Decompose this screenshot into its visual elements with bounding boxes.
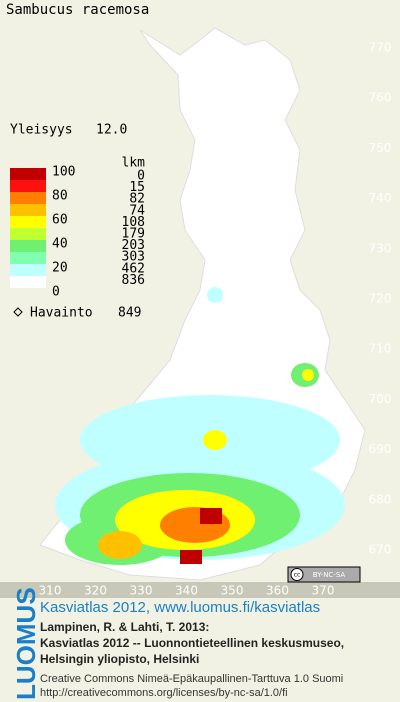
- legend-swatch: [10, 180, 46, 192]
- credits-link[interactable]: Kasviatlas 2012, www.luomus.fi/kasviatla…: [40, 599, 320, 616]
- heat-area: [302, 369, 314, 381]
- scale-label: 80: [52, 189, 68, 204]
- count-label: 203: [122, 238, 145, 253]
- x-axis-label: 340: [175, 584, 198, 598]
- heat-area: [203, 430, 227, 450]
- credits-line: Helsingin yliopisto, Helsinki: [40, 652, 199, 666]
- count-header: lkm: [122, 156, 146, 171]
- y-axis-label: 740: [369, 191, 392, 205]
- legend-swatch: [10, 192, 46, 204]
- credits-line: Kasviatlas 2012 -- Luonnontieteellinen k…: [40, 636, 344, 650]
- x-axis-band: [0, 582, 400, 598]
- axes: 310 320 330 340 350 360 3707707607507407307207…: [0, 41, 400, 598]
- observation-symbol: [13, 307, 23, 317]
- observation-label: Havainto: [30, 306, 93, 321]
- y-axis-label: 670: [369, 543, 392, 557]
- species-title: Sambucus racemosa: [6, 2, 149, 18]
- license-line: Creative Commons Nimeä-Epäkaupallinen-Ta…: [40, 673, 343, 685]
- legend-swatch: [10, 240, 46, 252]
- legend-swatch: [10, 216, 46, 228]
- x-axis-label: 320: [84, 584, 107, 598]
- legend-swatch: [10, 276, 46, 288]
- logo: LUOMUS: [11, 587, 41, 700]
- frequency-value: 12.0: [96, 123, 127, 138]
- x-axis-label: 350: [221, 584, 244, 598]
- scale-label: 20: [52, 261, 68, 276]
- y-axis-label: 730: [369, 241, 392, 255]
- count-label: 836: [122, 273, 145, 288]
- heat-area: [200, 508, 222, 524]
- credits-line: Lampinen, R. & Lahti, T. 2013:: [40, 620, 209, 634]
- x-axis-label: 360: [266, 584, 289, 598]
- y-axis-label: 750: [369, 141, 392, 155]
- scale-label: 100: [52, 165, 75, 180]
- count-label: 74: [129, 203, 145, 218]
- badge-box: [287, 566, 361, 583]
- legend-swatch: [10, 252, 46, 264]
- license-badge: cc BY-NC-SA: [287, 566, 361, 583]
- heat-areas: [55, 287, 345, 565]
- heat-area: [180, 550, 202, 564]
- y-axis-label: 690: [369, 442, 392, 456]
- scale-label: 40: [52, 237, 68, 252]
- x-axis-label: 330: [130, 584, 153, 598]
- count-label: 462: [122, 261, 145, 276]
- count-label: 108: [122, 215, 145, 230]
- y-axis-label: 710: [369, 342, 392, 356]
- count-label: 179: [122, 227, 145, 242]
- x-axis-label: 310: [39, 584, 62, 598]
- badge-cc: cc: [294, 572, 301, 579]
- y-axis-label: 720: [369, 292, 392, 306]
- y-axis-label: 680: [369, 492, 392, 506]
- badge-text: BY-NC-SA: [313, 571, 346, 579]
- badge-circle: [290, 568, 304, 581]
- legend-swatch: [10, 204, 46, 216]
- observation-count: 849: [118, 306, 141, 321]
- y-axis-label: 770: [369, 41, 392, 55]
- legend-swatch: [10, 264, 46, 276]
- legend-swatch: [10, 168, 46, 180]
- count-label: 303: [122, 250, 145, 265]
- map: [39, 27, 366, 581]
- x-axis-label: 370: [312, 584, 335, 598]
- count-label: 82: [129, 192, 145, 207]
- scale-label: 60: [52, 213, 68, 228]
- count-label: 15: [129, 180, 145, 195]
- count-label: 0: [137, 169, 145, 184]
- y-axis-label: 760: [369, 91, 392, 105]
- frequency-label: Yleisyys: [10, 123, 73, 138]
- heat-area: [207, 287, 223, 303]
- legend-swatch: [10, 228, 46, 240]
- heat-area: [98, 531, 142, 559]
- license-line[interactable]: http://creativecommons.org/licenses/by-n…: [40, 687, 288, 699]
- y-axis-label: 700: [369, 392, 392, 406]
- scale-label: 0: [52, 285, 60, 300]
